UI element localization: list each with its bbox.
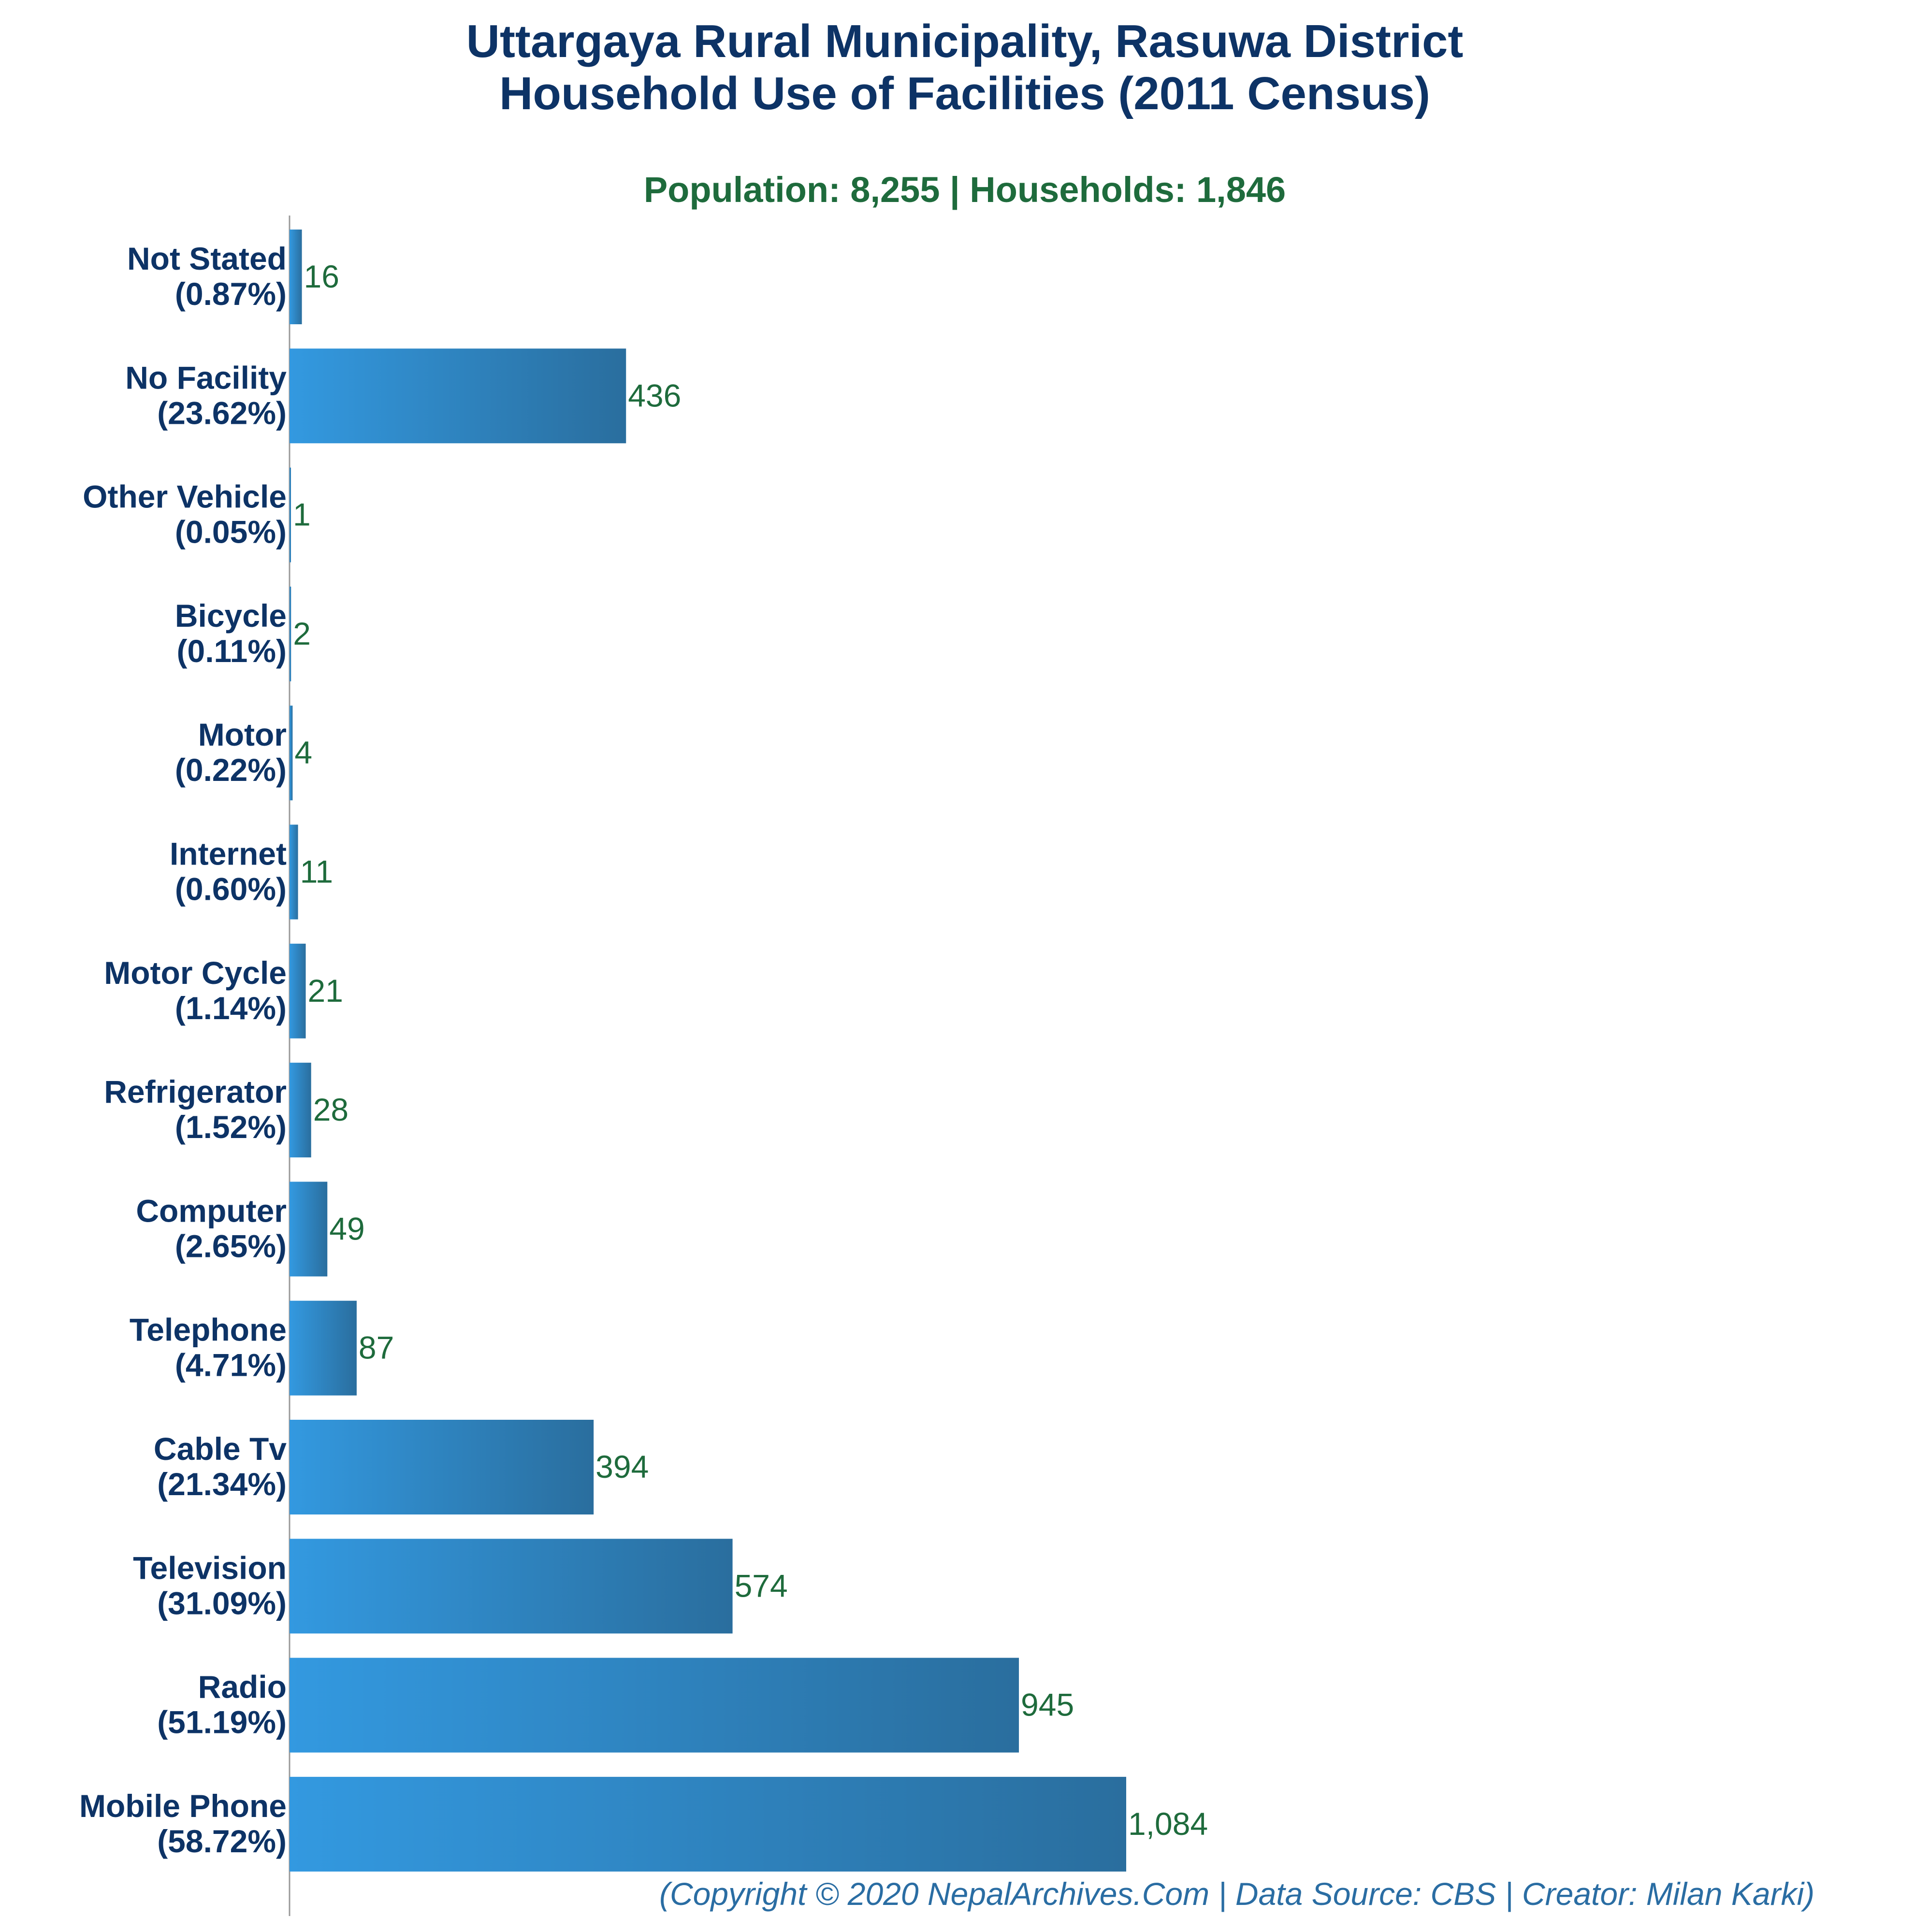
category-label: Other Vehicle (83, 479, 287, 515)
bars-group (290, 230, 1126, 1872)
bar-value-label: 2 (293, 616, 311, 651)
category-label: Bicycle (175, 598, 287, 634)
bar (290, 824, 298, 920)
category-label: Telephone (130, 1312, 287, 1348)
category-percent-label: (0.60%) (175, 871, 287, 907)
bar (290, 586, 291, 681)
category-label: Motor (198, 717, 287, 752)
chart-subtitle: Population: 8,255 | Households: 1,846 (644, 170, 1286, 210)
category-label: Not Stated (127, 241, 287, 276)
category-percent-label: (51.19%) (157, 1704, 287, 1740)
bar-value-label: 4 (294, 735, 312, 770)
bar (290, 1300, 357, 1396)
bar (290, 348, 626, 444)
bar-value-label: 574 (735, 1568, 788, 1603)
category-percent-label: (2.65%) (175, 1228, 287, 1264)
bar-value-label: 49 (329, 1211, 364, 1246)
category-percent-label: (0.05%) (175, 514, 287, 550)
category-label: Cable Tv (154, 1431, 287, 1467)
category-percent-label: (23.62%) (157, 395, 287, 431)
category-label: Television (133, 1550, 287, 1586)
bar-value-label: 87 (359, 1330, 394, 1366)
bar-value-label: 436 (628, 377, 681, 413)
footer-credit: (Copyright © 2020 NepalArchives.Com | Da… (659, 1876, 1814, 1913)
category-label: Refrigerator (104, 1074, 287, 1110)
category-percent-label: (0.22%) (175, 752, 287, 788)
chart-title-line2: Household Use of Facilities (2011 Census… (499, 68, 1430, 119)
category-percent-label: (1.14%) (175, 990, 287, 1026)
category-percent-label: (0.11%) (177, 633, 287, 669)
bar (290, 943, 306, 1038)
chart-title-line1: Uttargaya Rural Municipality, Rasuwa Dis… (466, 15, 1464, 67)
bar-value-label: 16 (304, 259, 339, 294)
bar-value-label: 11 (300, 854, 334, 890)
category-percent-label: (0.87%) (175, 276, 287, 312)
bar (290, 1063, 311, 1158)
category-percent-label: (4.71%) (175, 1347, 287, 1383)
category-label: No Facility (125, 360, 287, 395)
category-percent-label: (1.52%) (175, 1109, 287, 1145)
bar-value-label: 21 (308, 973, 343, 1009)
category-label: Mobile Phone (79, 1788, 287, 1824)
bar (290, 1776, 1126, 1872)
category-label: Radio (198, 1669, 287, 1705)
bar (290, 467, 291, 562)
bar-value-label: 394 (595, 1449, 649, 1485)
category-labels-group: Not Stated(0.87%) No Facility(23.62%) Othe… (79, 241, 287, 1859)
category-label: Computer (136, 1193, 287, 1228)
value-labels-group: 16 436 1 2 4 11 21 28 49 87 394 574 945 1,084 (293, 259, 1208, 1842)
bar-value-label: 1 (293, 497, 311, 533)
bar-value-label: 945 (1021, 1687, 1074, 1723)
bar (290, 706, 293, 801)
bar (290, 1539, 733, 1634)
bar-value-label: 28 (313, 1092, 348, 1127)
bar (290, 230, 302, 324)
category-percent-label: (21.34%) (157, 1466, 287, 1502)
bar (290, 1658, 1019, 1753)
bar-value-label: 1,084 (1128, 1806, 1208, 1842)
category-label: Motor Cycle (104, 955, 287, 991)
category-percent-label: (58.72%) (157, 1823, 287, 1859)
bar (290, 1420, 594, 1514)
category-percent-label: (31.09%) (157, 1585, 287, 1621)
category-label: Internet (170, 836, 287, 872)
bar (290, 1182, 328, 1277)
